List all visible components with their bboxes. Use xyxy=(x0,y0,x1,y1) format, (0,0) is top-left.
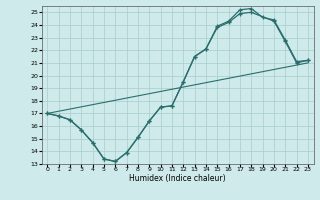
X-axis label: Humidex (Indice chaleur): Humidex (Indice chaleur) xyxy=(129,174,226,183)
